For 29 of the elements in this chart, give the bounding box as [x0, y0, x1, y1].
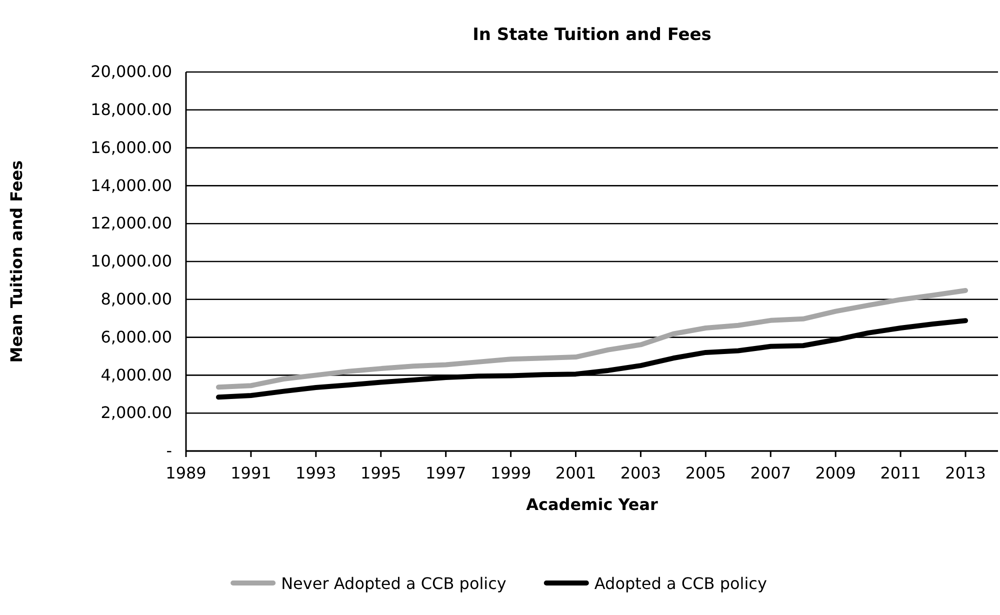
- x-tick-label: 2007: [750, 463, 791, 482]
- y-tick-label: 14,000.00: [90, 176, 172, 195]
- x-tick-label: 2011: [880, 463, 921, 482]
- x-tick-label: 2013: [945, 463, 986, 482]
- y-tick-label: 8,000.00: [100, 290, 172, 309]
- x-axis-title: Academic Year: [526, 495, 658, 514]
- y-tick-label: 4,000.00: [100, 365, 172, 384]
- y-tick-label: 2,000.00: [100, 403, 172, 422]
- y-axis-title: Mean Tuition and Fees: [7, 160, 26, 363]
- chart-title: In State Tuition and Fees: [472, 25, 712, 45]
- legend-label: Adopted a CCB policy: [594, 574, 767, 593]
- x-tick-label: 2009: [815, 463, 856, 482]
- x-tick-label: 1991: [230, 463, 272, 482]
- x-tick-label: 2005: [685, 463, 726, 482]
- x-tick-label: 1993: [296, 463, 336, 482]
- y-tick-label: 20,000.00: [90, 62, 172, 82]
- x-tick-label: 2001: [555, 463, 596, 482]
- x-tick-label: 1995: [360, 463, 402, 482]
- y-tick-label: 10,000.00: [90, 252, 172, 271]
- y-tick-label: 12,000.00: [90, 214, 172, 233]
- x-tick-label: 1999: [490, 463, 532, 482]
- y-tick-label: 16,000.00: [90, 138, 172, 157]
- y-tick-label: -: [166, 441, 172, 460]
- y-tick-label: 6,000.00: [100, 327, 172, 346]
- x-tick-label: 2003: [620, 463, 662, 482]
- x-tick-label: 1997: [425, 463, 466, 482]
- y-tick-label: 18,000.00: [90, 100, 172, 120]
- x-tick-label: 1989: [166, 463, 206, 482]
- legend-label: Never Adopted a CCB policy: [281, 574, 506, 593]
